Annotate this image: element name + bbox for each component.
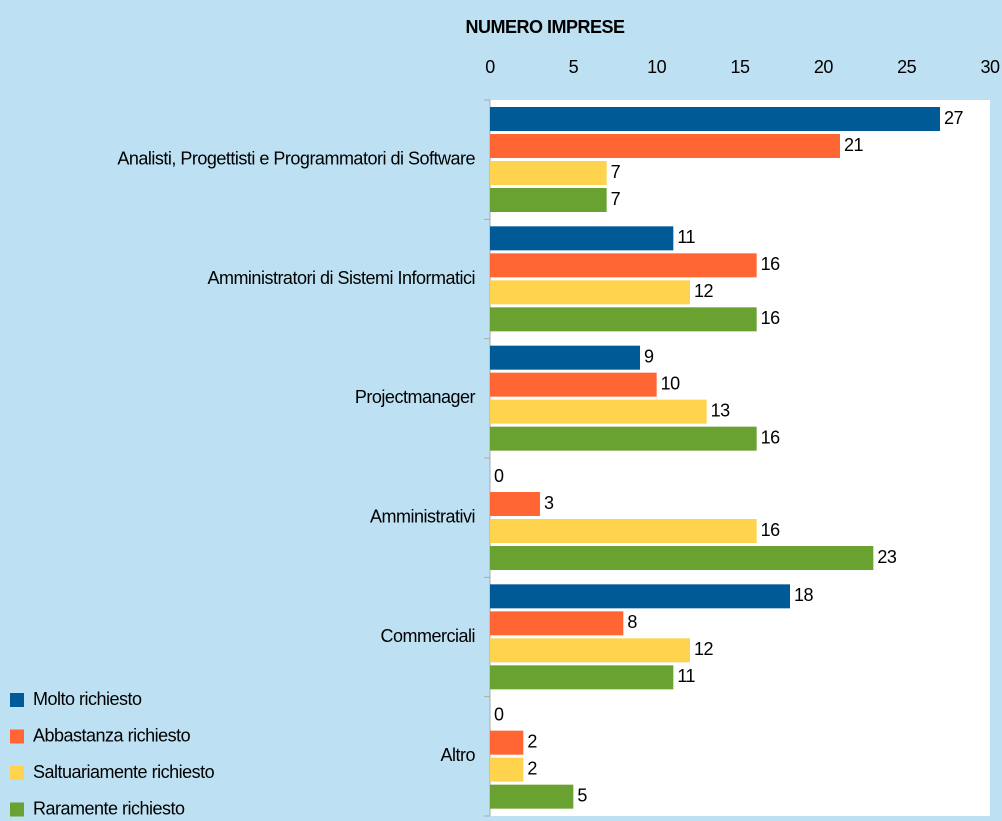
bar [490, 107, 940, 131]
data-label: 7 [611, 162, 621, 182]
data-label: 12 [694, 639, 714, 659]
data-label: 27 [944, 108, 964, 128]
legend-swatch [10, 766, 24, 780]
y-tick-label: Amministratori di Sistemi Informatici [207, 268, 475, 288]
legend-swatch [10, 729, 24, 744]
bar [490, 757, 524, 782]
data-label: 3 [544, 493, 554, 513]
data-label: 23 [877, 547, 897, 567]
legend-swatch [10, 693, 24, 707]
data-label: 7 [611, 189, 621, 209]
bar [490, 611, 624, 636]
bar [490, 730, 524, 755]
bar [490, 372, 657, 397]
data-label: 8 [627, 612, 637, 632]
bar [490, 426, 757, 451]
bar [490, 519, 757, 543]
bar [490, 226, 674, 251]
y-tick-label: Projectmanager [355, 387, 476, 407]
legend-label: Raramente richiesto [33, 798, 185, 818]
data-label: 10 [661, 373, 681, 393]
data-label: 21 [844, 135, 864, 155]
legend-swatch [10, 802, 24, 817]
bar [490, 665, 674, 690]
bar [490, 345, 640, 370]
x-tick-label: 5 [569, 57, 579, 77]
y-tick-label: Commerciali [380, 626, 475, 646]
y-tick-label: Altro [440, 745, 475, 765]
data-label: 2 [527, 758, 537, 778]
legend-label: Abbastanza richiesto [33, 725, 191, 745]
x-tick-label: 30 [980, 57, 1000, 77]
data-label: 0 [494, 466, 504, 486]
bar [490, 638, 690, 663]
bar [490, 784, 574, 809]
y-tick-label: Amministrativi [370, 506, 475, 526]
data-label: 0 [494, 704, 504, 724]
legend-label: Saltuariamente richiesto [33, 762, 215, 782]
x-tick-label: 20 [814, 57, 834, 77]
data-label: 9 [644, 346, 654, 366]
data-label: 2 [527, 731, 537, 751]
x-tick-label: 25 [897, 57, 917, 77]
bar [490, 584, 790, 609]
bar [490, 161, 607, 185]
bar [490, 546, 874, 570]
bar [490, 253, 757, 278]
data-label: 16 [761, 254, 781, 274]
data-label: 16 [761, 427, 781, 447]
data-label: 5 [577, 785, 587, 805]
legend-label: Molto richiesto [33, 689, 142, 709]
bar [490, 399, 707, 424]
bar [490, 307, 757, 332]
data-label: 16 [761, 520, 781, 540]
data-label: 13 [711, 400, 731, 420]
x-tick-label: 0 [485, 57, 495, 77]
bar [490, 134, 840, 158]
data-label: 11 [677, 227, 695, 247]
data-label: 16 [761, 308, 781, 328]
bar [490, 280, 690, 305]
data-label: 11 [677, 666, 695, 686]
data-label: 18 [794, 585, 814, 605]
x-tick-label: 15 [730, 57, 750, 77]
bar [490, 188, 607, 212]
axis-title: NUMERO IMPRESE [465, 17, 625, 37]
data-label: 12 [694, 281, 714, 301]
y-tick-label: Analisti, Progettisti e Programmatori di… [117, 148, 475, 168]
plot-area [490, 100, 990, 816]
bar [490, 492, 540, 516]
x-tick-label: 10 [647, 57, 667, 77]
